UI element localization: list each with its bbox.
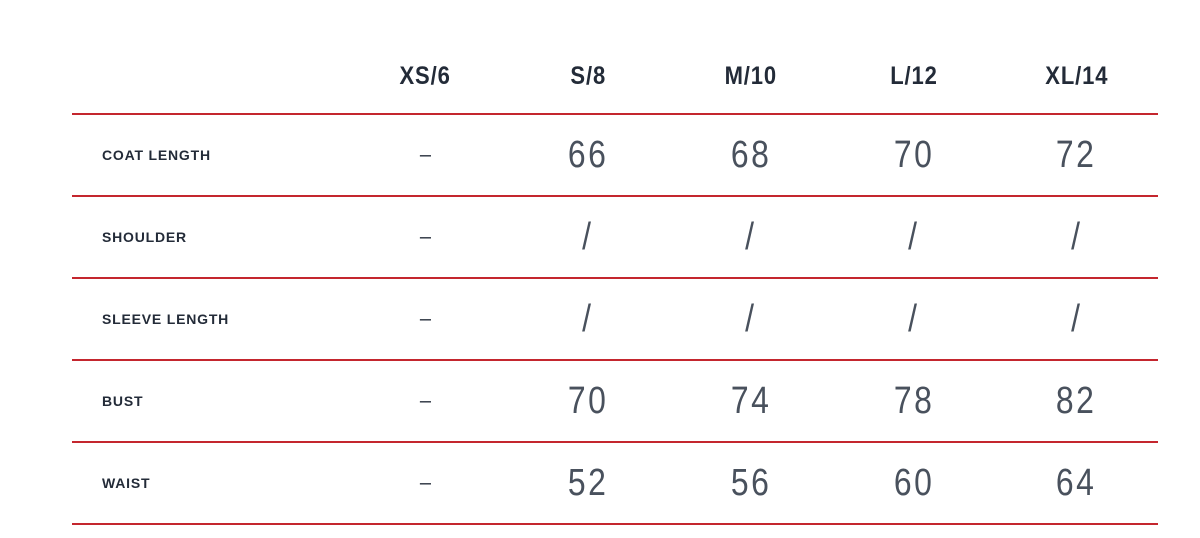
row-label: COAT LENGTH (72, 114, 344, 197)
table-row-shoulder: SHOULDER – / / / / (72, 196, 1158, 279)
cell: / (995, 278, 1158, 361)
size-chart-header: XS/6 S/8 M/10 L/12 XL/14 (72, 0, 1158, 115)
cell-value: 74 (730, 380, 772, 422)
row-label: SHOULDER (72, 196, 344, 279)
column-header-l: L/12 (832, 0, 996, 115)
cell-value: / (582, 298, 594, 340)
cell: / (832, 278, 996, 361)
cell-value: 72 (1056, 134, 1097, 176)
cell: – (344, 442, 507, 525)
cell: 66 (506, 114, 670, 197)
cell: – (344, 196, 507, 279)
cell: 64 (995, 442, 1158, 525)
cell-value: / (745, 298, 757, 340)
header-row: XS/6 S/8 M/10 L/12 XL/14 (72, 0, 1158, 115)
column-header-label: XL/14 (1045, 62, 1109, 90)
cell-value: 70 (567, 380, 609, 422)
table-row-coat-length: COAT LENGTH – 66 68 70 72 (72, 114, 1158, 197)
cell-value: 68 (730, 134, 772, 176)
table-row-waist: WAIST – 52 56 60 64 (72, 442, 1158, 525)
cell-value: – (419, 471, 431, 494)
cell: 68 (669, 114, 833, 197)
column-header-xl: XL/14 (995, 0, 1158, 115)
column-header-label: L/12 (890, 62, 938, 90)
cell: / (995, 196, 1158, 279)
cell-value: / (1070, 298, 1083, 340)
column-header-xs: XS/6 (344, 0, 507, 115)
cell: / (669, 278, 833, 361)
table-row-bust: BUST – 70 74 78 82 (72, 360, 1158, 443)
cell-value: / (908, 216, 920, 258)
cell-value: / (908, 298, 920, 340)
column-header-label: M/10 (724, 62, 778, 90)
column-header-label: S/8 (570, 62, 607, 90)
cell-value: – (419, 225, 431, 248)
cell: 72 (995, 114, 1158, 197)
cell: 74 (669, 360, 833, 443)
cell: / (669, 196, 833, 279)
cell-value: – (419, 307, 431, 330)
cell-value: 64 (1056, 462, 1097, 504)
cell-value: 56 (730, 462, 772, 504)
cell-value: 66 (567, 134, 609, 176)
size-chart-table: XS/6 S/8 M/10 L/12 XL/14 COAT LENGTH – 6… (72, 0, 1158, 525)
cell-value: 70 (893, 134, 935, 176)
cell: 82 (995, 360, 1158, 443)
cell-value: 78 (893, 380, 935, 422)
column-header-m: M/10 (669, 0, 833, 115)
cell: – (344, 114, 507, 197)
cell: 78 (832, 360, 996, 443)
cell: / (832, 196, 996, 279)
size-chart-body: COAT LENGTH – 66 68 70 72 SHOULDER – / /… (72, 114, 1158, 525)
cell: 56 (669, 442, 833, 525)
cell: / (506, 196, 670, 279)
cell: – (344, 360, 507, 443)
row-label: BUST (72, 360, 344, 443)
cell-value: / (745, 216, 757, 258)
measurement-column-header (72, 0, 344, 115)
cell-value: / (582, 216, 594, 258)
cell: / (506, 278, 670, 361)
cell-value: – (419, 389, 431, 412)
column-header-s: S/8 (506, 0, 670, 115)
cell: 70 (832, 114, 996, 197)
size-chart: XS/6 S/8 M/10 L/12 XL/14 COAT LENGTH – 6… (72, 0, 1158, 525)
cell: – (344, 278, 507, 361)
cell-value: – (419, 143, 431, 166)
cell-value: 60 (893, 462, 935, 504)
cell-value: / (1070, 216, 1083, 258)
cell: 52 (506, 442, 670, 525)
table-row-sleeve-length: SLEEVE LENGTH – / / / / (72, 278, 1158, 361)
cell: 60 (832, 442, 996, 525)
cell-value: 82 (1056, 380, 1097, 422)
row-label: WAIST (72, 442, 344, 525)
column-header-label: XS/6 (399, 62, 452, 90)
row-label: SLEEVE LENGTH (72, 278, 344, 361)
cell-value: 52 (567, 462, 609, 504)
cell: 70 (506, 360, 670, 443)
